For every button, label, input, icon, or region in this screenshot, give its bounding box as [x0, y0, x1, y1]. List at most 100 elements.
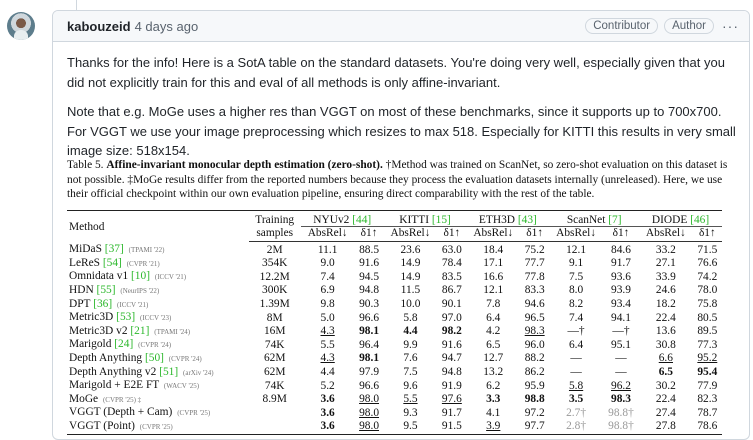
value-cell: 24.6 [655, 284, 676, 297]
value-cell: 12.1 [483, 284, 504, 297]
value-cell: 4.3 [320, 352, 335, 365]
value-cell: 2.8† [566, 420, 587, 433]
header-metric: δ1↑ [692, 226, 722, 242]
value-cell: 95.4 [697, 366, 718, 379]
header-training: Training [255, 213, 295, 226]
value-cell: 86.2 [524, 366, 545, 379]
table-row: Metric3D v2 [21] (TPAMI '24) 16M 4.3 98.1 4.… [67, 325, 722, 339]
value-cell: 5.0 [320, 311, 335, 324]
value-cell: 4.2 [486, 325, 501, 338]
method-cell: Depth Anything [50] (CVPR '24) [69, 351, 202, 364]
more-options-icon[interactable]: ··· [722, 18, 739, 34]
timestamp-link[interactable]: 4 days ago [134, 18, 199, 34]
value-cell: 95.9 [524, 379, 545, 392]
samples-cell: 300K [262, 284, 288, 297]
value-cell: 96.6 [359, 311, 380, 324]
value-cell: 88.5 [359, 243, 380, 256]
avatar[interactable] [7, 12, 35, 40]
value-cell: 7.5 [568, 270, 584, 283]
value-cell: 23.6 [400, 243, 421, 256]
value-cell: 91.5 [441, 420, 462, 433]
table-row: VGGT (Point) (CVPR '25) 3.6 98.0 9.5 91.5 3.9… [67, 420, 722, 434]
value-cell: 98.0 [359, 406, 380, 419]
value-cell: 30.8 [655, 338, 676, 351]
samples-cell [249, 406, 301, 420]
value-cell: 6.4 [486, 311, 501, 324]
value-cell: 3.6 [320, 420, 335, 433]
value-cell: 18.4 [483, 243, 504, 256]
value-cell: 96.6 [359, 379, 380, 392]
value-cell: 9.6 [403, 379, 418, 392]
header-metric: δ1↑ [602, 226, 640, 242]
value-cell: 94.8 [359, 284, 380, 297]
value-cell: 5.5 [403, 393, 418, 406]
samples-cell: 1.39M [259, 298, 290, 311]
comment-header: kabouzeid 4 days ago Contributor Author … [53, 11, 749, 42]
header-metric: δ1↑ [520, 226, 550, 242]
method-cell: DPT [36] (ICCV '21) [69, 297, 149, 310]
value-cell: 91.6 [441, 338, 462, 351]
value-cell: —† [612, 325, 630, 338]
value-cell: 22.4 [655, 393, 676, 406]
value-cell: 91.6 [359, 257, 380, 270]
value-cell: 2.7† [566, 406, 587, 419]
method-cell: VGGT (Point) (CVPR '25) [69, 419, 173, 432]
value-cell: 3.3 [486, 393, 501, 406]
table-image: Table 5. Affine-invariant monocular dept… [67, 158, 737, 435]
value-cell: 9.1 [568, 257, 584, 270]
value-cell: 77.8 [524, 270, 545, 283]
value-cell: 98.3 [524, 325, 545, 338]
method-cell: Marigold [24] (CVPR '24) [69, 338, 172, 351]
value-cell: 6.4 [568, 338, 584, 351]
header-dataset: ETH3D [43] [466, 210, 550, 228]
method-cell: Omnidata v1 [10] (ICCV '21) [69, 270, 187, 283]
table-row: Depth Anything v2 [51] (arXiv '24) 62M 4.4… [67, 366, 722, 380]
value-cell: 83.3 [524, 284, 545, 297]
value-cell: 77.9 [697, 379, 718, 392]
value-cell: 7.4 [568, 311, 584, 324]
value-cell: 27.4 [655, 406, 676, 419]
value-cell: 9.9 [403, 338, 418, 351]
value-cell: 98.3 [611, 393, 631, 406]
value-cell: 75.2 [524, 243, 545, 256]
samples-cell: 8M [266, 311, 283, 324]
comment-box: kabouzeid 4 days ago Contributor Author … [52, 10, 750, 440]
samples-cell: 62M [263, 352, 286, 365]
samples-cell: 12.2M [259, 270, 290, 283]
value-cell: 94.5 [359, 270, 380, 283]
value-cell: 18.2 [655, 298, 676, 311]
header-metric: AbsRel↓ [383, 226, 438, 242]
value-cell: 78.6 [697, 420, 718, 433]
method-cell: LeReS [54] (CVPR '21) [69, 256, 160, 269]
value-cell: 93.9 [611, 284, 631, 297]
value-cell: — [570, 352, 582, 365]
value-cell: — [570, 366, 582, 379]
value-cell: 4.1 [486, 406, 501, 419]
value-cell: 22.4 [655, 311, 676, 324]
value-cell: 90.3 [359, 298, 380, 311]
samples-cell: 74K [264, 338, 285, 351]
value-cell: 80.5 [697, 311, 718, 324]
value-cell: 6.5 [658, 366, 673, 379]
value-cell: 86.7 [441, 284, 462, 297]
table-row: Marigold [24] (CVPR '24) 74K 5.5 96.4 9.9 91.… [67, 338, 722, 352]
value-cell: 98.2 [441, 325, 462, 338]
value-cell: 7.8 [486, 298, 501, 311]
username-link[interactable]: kabouzeid [67, 18, 131, 34]
header-dataset: ScanNet [7] [549, 210, 640, 228]
value-cell: 98.1 [359, 325, 380, 338]
value-cell: 98.0 [359, 393, 380, 406]
value-cell: 3.6 [320, 406, 335, 419]
value-cell: 89.5 [697, 325, 718, 338]
value-cell: 9.8 [320, 298, 335, 311]
value-cell: 84.6 [611, 243, 631, 256]
samples-cell: 74K [264, 379, 285, 392]
value-cell: 9.5 [403, 420, 418, 433]
value-cell: 83.5 [441, 270, 462, 283]
table-row: HDN [55] (NeurIPS '22) 300K 6.9 94.8 11.5 86.… [67, 284, 722, 298]
timeline-line [76, 0, 77, 10]
results-table: Method Training NYUv2 [44] KITTI [15] ETH3D … [67, 209, 722, 435]
value-cell: 77.7 [524, 257, 545, 270]
value-cell: 33.2 [655, 243, 676, 256]
value-cell: 82.3 [697, 393, 718, 406]
